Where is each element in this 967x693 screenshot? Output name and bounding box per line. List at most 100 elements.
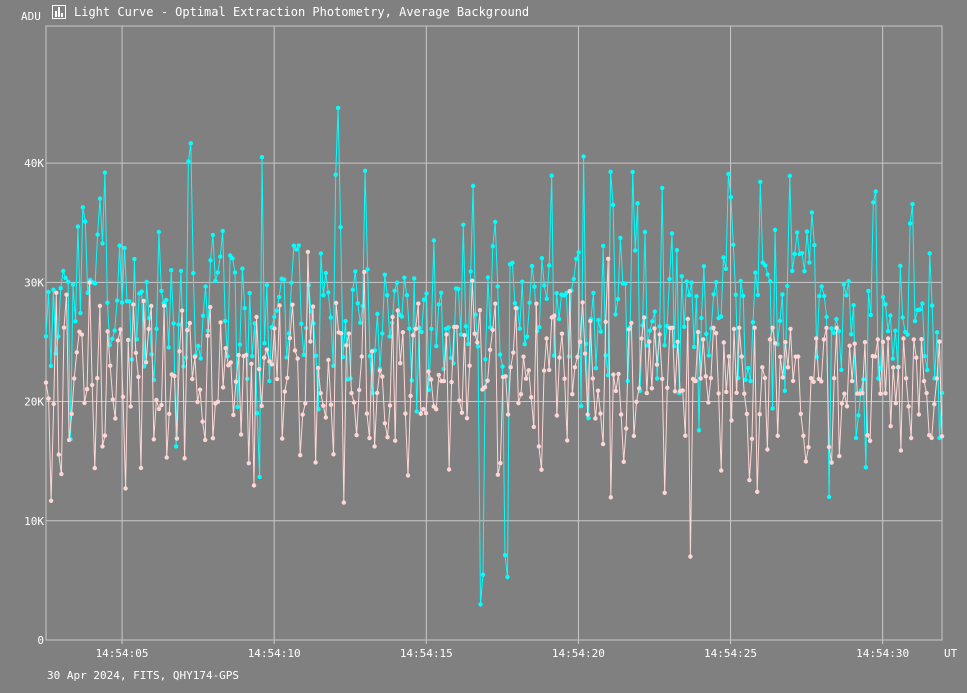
- series-2-point: [790, 378, 796, 384]
- series-2-point: [467, 363, 472, 368]
- series-2-point: [893, 401, 898, 406]
- series-2-point: [636, 386, 642, 391]
- series-1-point: [689, 280, 694, 285]
- series-1-point: [404, 293, 410, 298]
- series-1-point: [456, 286, 461, 292]
- series-1-point: [414, 409, 419, 414]
- series-2-point: [344, 343, 349, 348]
- series-1-point: [674, 248, 680, 253]
- series-1-point: [115, 298, 120, 303]
- series-2-point: [606, 256, 611, 261]
- series-2-point: [128, 404, 133, 409]
- series-2-point: [516, 400, 521, 406]
- series-2-point: [269, 362, 275, 367]
- series-2-point: [588, 318, 593, 324]
- series-2-point: [367, 435, 372, 441]
- series-2-point: [929, 435, 934, 441]
- series-2-point: [652, 326, 657, 331]
- y-tick-label: 0: [37, 634, 44, 647]
- series-1-point: [898, 263, 903, 269]
- series-2-point: [395, 308, 400, 313]
- series-2-point: [647, 339, 652, 344]
- series-2-point: [626, 327, 631, 332]
- series-2-point: [639, 336, 644, 341]
- series-1-point: [844, 293, 849, 298]
- light-curve-chart-icon[interactable]: [52, 5, 66, 19]
- window-title: Light Curve - Optimal Extraction Photome…: [74, 5, 530, 19]
- series-1-point: [831, 330, 837, 336]
- series-2-point: [77, 329, 82, 334]
- series-1-point: [529, 263, 535, 269]
- series-2-point: [575, 354, 580, 360]
- series-2-point: [885, 336, 891, 341]
- series-2-point: [685, 316, 690, 322]
- series-1-point: [829, 326, 834, 331]
- series-1-point: [934, 330, 940, 335]
- series-2-point: [457, 398, 462, 403]
- series-2-point: [798, 411, 803, 417]
- series-2-point: [747, 477, 752, 483]
- series-1-point: [841, 282, 846, 287]
- series-2-point: [529, 395, 534, 400]
- series-1-point: [250, 354, 255, 359]
- x-tick-label: 14:54:05: [96, 647, 149, 660]
- series-1-point: [694, 294, 699, 299]
- series-1-point: [556, 316, 562, 322]
- series-1-point: [795, 230, 800, 235]
- series-1-point: [362, 168, 368, 173]
- series-2-point: [580, 300, 585, 305]
- series-2-point: [444, 332, 449, 337]
- series-1-point: [834, 316, 839, 322]
- series-2-point: [146, 326, 151, 332]
- series-2-point: [937, 339, 942, 344]
- series-2-point: [701, 337, 706, 342]
- series-2-point: [187, 320, 192, 326]
- series-1-point: [95, 232, 100, 237]
- series-1-point: [51, 287, 56, 292]
- series-1-point: [149, 352, 154, 357]
- series-2-point: [711, 325, 716, 330]
- series-2-point: [141, 298, 146, 304]
- series-2-point: [572, 365, 578, 370]
- series-2-point: [742, 391, 747, 396]
- series-1-point: [58, 286, 63, 291]
- series-1-point: [441, 366, 446, 372]
- series-2-point: [115, 338, 121, 343]
- series-1-point: [333, 172, 338, 177]
- series-2-point: [521, 354, 526, 359]
- series-1-point: [461, 222, 466, 227]
- series-2-point: [48, 498, 54, 503]
- series-2-point: [613, 388, 619, 394]
- series-1-point: [497, 352, 503, 357]
- series-1-point: [544, 296, 549, 301]
- series-1-point: [522, 342, 527, 347]
- series-1-point: [809, 210, 815, 215]
- series-2-point: [755, 489, 760, 494]
- series-2-point: [244, 352, 249, 358]
- series-2-point: [385, 435, 390, 440]
- series-2-point: [808, 376, 814, 381]
- series-1-point: [117, 243, 122, 248]
- series-2-point: [631, 433, 637, 439]
- x-tick-label: 14:54:10: [248, 647, 301, 660]
- series-2-point: [821, 337, 827, 342]
- series-2-point: [59, 471, 64, 477]
- series-2-point: [264, 347, 269, 352]
- series-2-point: [72, 376, 77, 381]
- series-1-point: [785, 283, 790, 289]
- series-2-point: [126, 337, 131, 343]
- series-2-point: [552, 313, 557, 318]
- series-1-point: [63, 275, 68, 281]
- series-2-point: [565, 438, 570, 443]
- series-1-point: [576, 250, 581, 255]
- series-2-point: [226, 363, 231, 368]
- series-1-point: [586, 415, 591, 421]
- series-1-point: [142, 364, 147, 369]
- series-1-point: [824, 314, 829, 320]
- series-2-point: [487, 347, 493, 352]
- series-1-point: [512, 301, 518, 306]
- series-2-point: [600, 441, 606, 447]
- series-2-point: [79, 332, 85, 337]
- series-2-point: [703, 374, 708, 379]
